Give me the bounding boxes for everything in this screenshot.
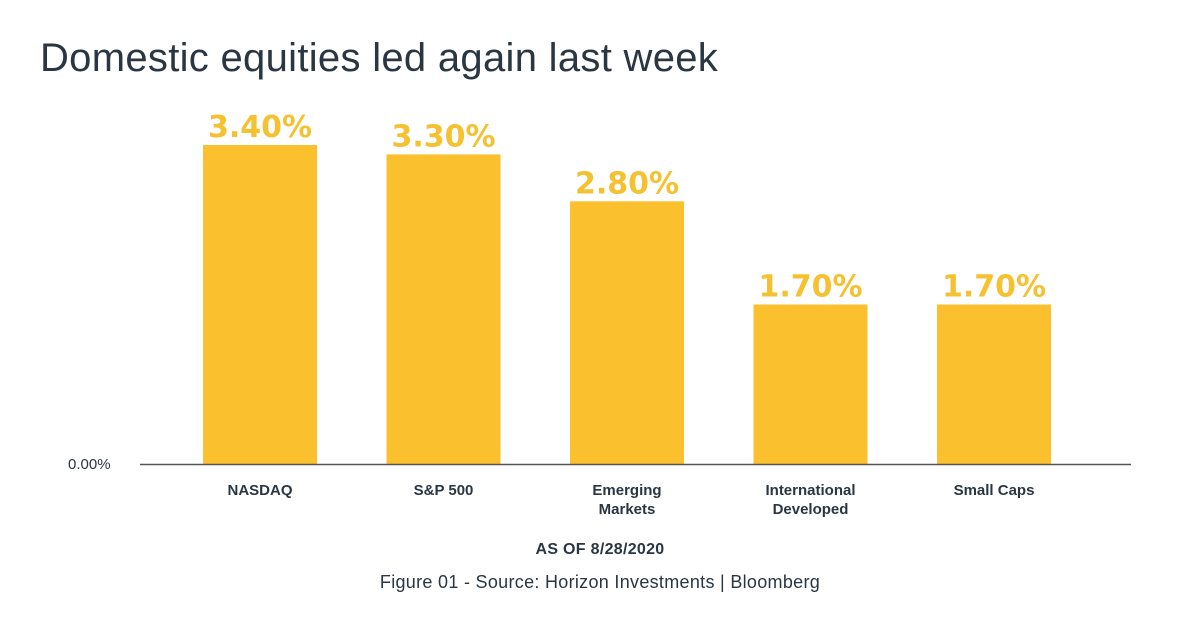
category-label-line: S&P 500 (414, 482, 474, 499)
bar-value-label-1: 3.30% (391, 119, 495, 154)
bar-3 (753, 304, 868, 464)
bar-4 (937, 304, 1051, 464)
category-label-line: Developed (773, 501, 849, 518)
category-label-line: NASDAQ (227, 482, 292, 499)
category-label-line: International (765, 482, 855, 499)
bar-value-label-3: 1.70% (758, 270, 862, 305)
bar-value-label-4: 1.70% (942, 270, 1046, 305)
category-label-line: Markets (599, 501, 656, 518)
category-label-line: Small Caps (954, 482, 1035, 499)
bar-0 (203, 145, 317, 464)
figure-source-caption: Figure 01 - Source: Horizon Investments … (379, 572, 821, 592)
category-labels-group: NASDAQ S&P 500 Emerging Markets Internationa… (227, 482, 1034, 518)
category-label-1: S&P 500 (414, 482, 474, 499)
bar-1 (386, 154, 501, 464)
category-label-0: NASDAQ (227, 482, 292, 499)
bar-value-label-0: 3.40% (208, 110, 312, 145)
category-label-4: Small Caps (954, 482, 1035, 499)
bar-value-label-2: 2.80% (575, 166, 679, 201)
bars-group (203, 145, 1051, 465)
bar-2 (570, 201, 684, 465)
category-label-line: Emerging (592, 482, 661, 499)
as-of-date: AS OF 8/28/2020 (535, 541, 665, 558)
y-axis-zero-label: 0.00% (68, 456, 111, 473)
category-label-2: Emerging Markets (592, 482, 661, 518)
data-labels-group: 3.40% 3.30% 2.80% 1.70% 1.70% (208, 110, 1046, 305)
category-label-3: International Developed (765, 482, 855, 518)
chart-title: Domestic equities led again last week (40, 36, 719, 80)
